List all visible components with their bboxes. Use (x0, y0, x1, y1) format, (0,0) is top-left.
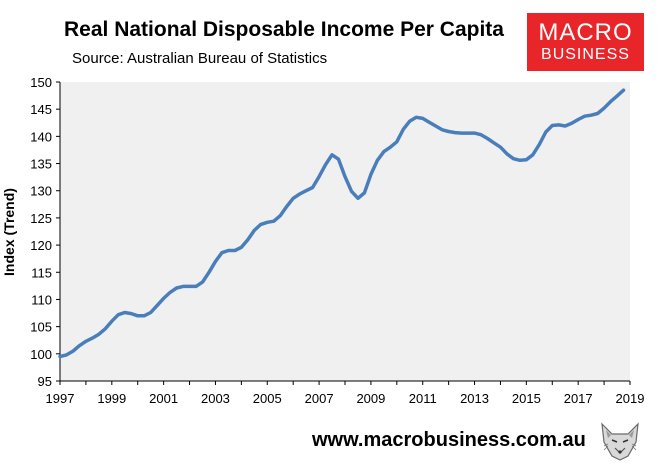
y-tick-label: 100 (30, 347, 52, 362)
y-axis-label: Index (Trend) (1, 188, 17, 276)
y-tick-label: 150 (30, 75, 52, 90)
x-tick-label: 2011 (409, 391, 437, 406)
x-tick-label: 2013 (460, 391, 489, 406)
x-tick-label: 2009 (356, 391, 385, 406)
y-tick-label: 120 (30, 238, 52, 253)
x-tick-label: 2017 (564, 391, 593, 406)
macrobusiness-logo: MACRO BUSINESS (527, 13, 644, 71)
logo-line-2: BUSINESS (541, 46, 630, 63)
chart-title: Real National Disposable Income Per Capi… (64, 18, 504, 41)
x-tick-label: 2007 (305, 391, 334, 406)
x-tick-label: 2001 (149, 391, 178, 406)
y-tick-label: 130 (30, 184, 52, 199)
x-tick-label: 2003 (201, 391, 230, 406)
website-url: www.macrobusiness.com.au (312, 429, 586, 451)
y-tick-label: 95 (38, 374, 52, 389)
y-tick-label: 125 (30, 211, 52, 226)
y-axis: 95 100 105 110 115 120 125 130 135 140 145 150 (30, 75, 61, 389)
fox-icon (598, 418, 642, 462)
y-tick-label: 135 (30, 157, 52, 172)
plot-area (60, 82, 630, 381)
y-tick-label: 145 (30, 102, 52, 117)
x-tick-label: 1997 (46, 391, 75, 406)
x-tick-label: 2005 (253, 391, 282, 406)
y-tick-label: 140 (30, 129, 52, 144)
logo-line-1: MACRO (538, 19, 633, 46)
y-tick-label: 105 (30, 320, 52, 335)
x-tick-label: 2015 (512, 391, 541, 406)
x-tick-label: 1999 (97, 391, 126, 406)
series-line (58, 88, 626, 359)
y-tick-label: 115 (31, 265, 52, 280)
y-tick-label: 110 (31, 292, 52, 307)
x-axis: 1997 1999 2001 2003 2005 2007 2009 2011 2013 2015… (46, 380, 645, 406)
chart-subtitle: Source: Australian Bureau of Statistics (72, 50, 328, 67)
x-tick-label: 2019 (616, 391, 645, 406)
